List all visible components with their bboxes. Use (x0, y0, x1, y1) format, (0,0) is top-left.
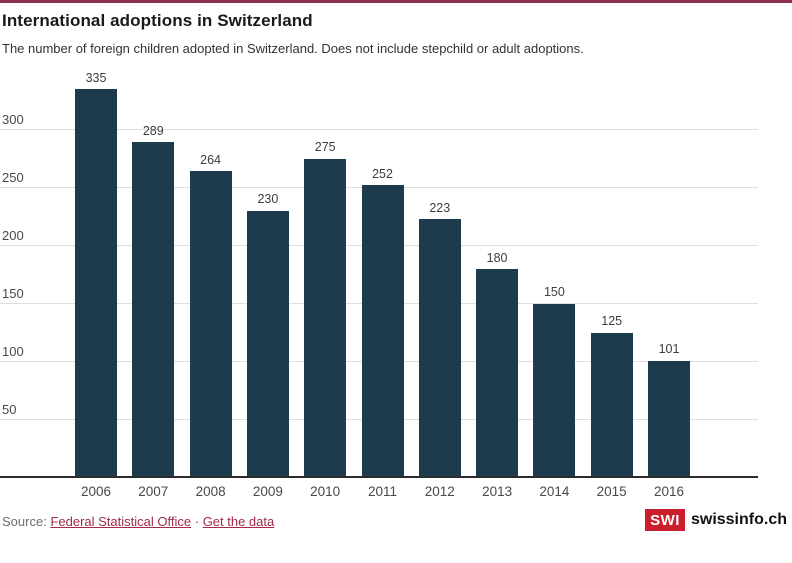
x-tick-label: 2016 (653, 484, 685, 499)
x-tick-label: 2009 (252, 484, 283, 499)
y-tick-label: 50 (2, 401, 17, 417)
bar-value-label: 223 (429, 200, 451, 215)
bar-value-label: 230 (257, 192, 279, 207)
y-tick-label: 300 (2, 111, 24, 127)
bar-2014 (533, 303, 576, 478)
bar-2007 (132, 142, 175, 478)
bar-2016 (648, 360, 690, 478)
bar-2010 (304, 158, 347, 478)
bar-2011 (361, 185, 404, 478)
gridline (0, 128, 758, 130)
bar-2013 (476, 269, 519, 478)
top-accent-bar (0, 0, 792, 3)
bar-value-label: 335 (85, 70, 107, 85)
bar-2009 (246, 210, 289, 478)
y-tick-label: 150 (2, 285, 24, 301)
source-text: Source: Federal Statistical Office · Get… (2, 514, 274, 529)
x-tick-label: 2012 (424, 484, 455, 499)
x-tick-label: 2010 (310, 484, 341, 499)
x-tick-label: 2011 (367, 484, 398, 499)
bar-value-label: 101 (658, 342, 680, 357)
source-separator: · (194, 514, 200, 529)
source-label: Source: (2, 514, 47, 529)
x-tick-label: 2006 (80, 484, 112, 499)
x-tick-label: 2008 (195, 484, 226, 499)
swissinfo-logo[interactable]: SWI swissinfo.ch (645, 509, 787, 531)
bar-value-label: 264 (200, 152, 222, 167)
swi-logo-box: SWI (645, 509, 685, 531)
y-tick-label: 100 (2, 343, 24, 359)
source-link[interactable]: Federal Statistical Office (50, 514, 192, 529)
bar-value-label: 275 (314, 140, 336, 155)
y-tick-label: 250 (2, 169, 24, 185)
get-the-data-link[interactable]: Get the data (202, 514, 275, 529)
bar-value-label: 252 (372, 166, 393, 181)
y-tick-label: 200 (2, 227, 24, 243)
bar-value-label: 180 (486, 250, 508, 265)
page-title: International adoptions in Switzerland (2, 11, 313, 30)
swissinfo-logo-text: swissinfo.ch (690, 511, 787, 528)
bar-2008 (189, 171, 232, 478)
bar-value-label: 289 (142, 123, 164, 138)
bar-2015 (590, 332, 633, 478)
plot-area: 50 100 150 200 250 300 335 289 264 230 275 252 223 1… (0, 60, 758, 478)
bar-2006 (75, 89, 117, 478)
x-tick-label: 2015 (596, 484, 627, 499)
bar-value-label: 125 (601, 314, 623, 329)
bar-value-label: 150 (543, 285, 565, 300)
x-tick-label: 2014 (539, 484, 570, 499)
page-subtitle: The number of foreign children adopted i… (2, 41, 584, 56)
x-tick-label: 2007 (138, 484, 169, 499)
x-tick-label: 2013 (482, 484, 513, 499)
x-axis-line (0, 476, 758, 478)
bar-2012 (418, 219, 461, 478)
